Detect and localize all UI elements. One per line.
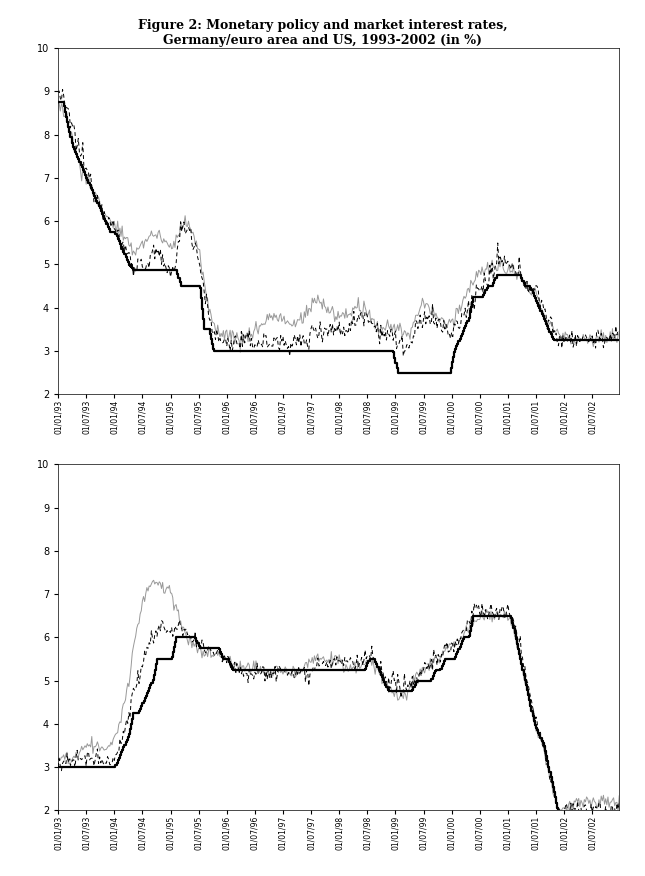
Text: Germany/euro area and US, 1993-2002 (in %): Germany/euro area and US, 1993-2002 (in … [163,34,482,47]
Text: Figure 2: Monetary policy and market interest rates,: Figure 2: Monetary policy and market int… [137,19,508,32]
Legend: monetary policy rate, 1-month interbank, 1-year interbank: monetary policy rate, 1-month interbank,… [134,476,543,494]
